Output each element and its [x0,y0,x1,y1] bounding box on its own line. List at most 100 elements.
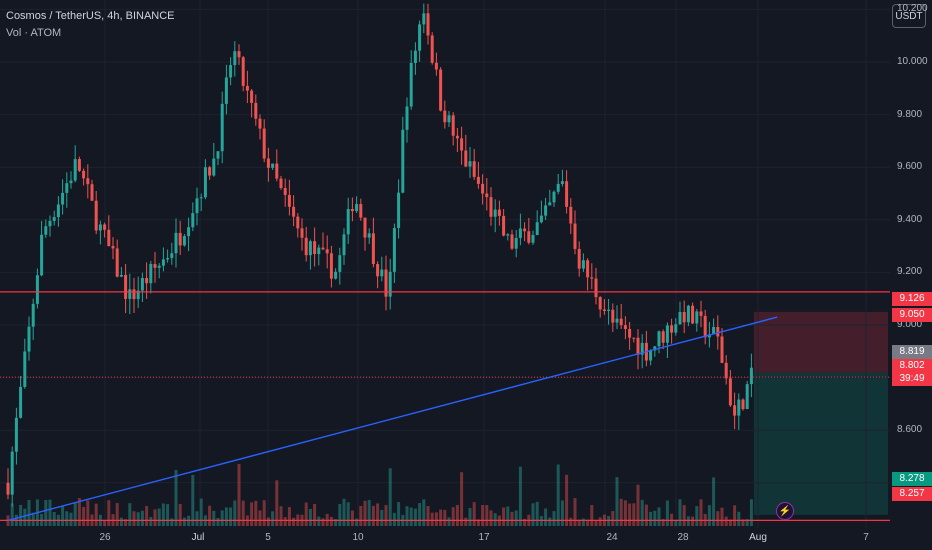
volume-indicator-label[interactable]: Vol · ATOM [6,27,62,39]
last-price-value: 8.802 [899,360,925,371]
candle [107,215,111,247]
candle [266,147,270,182]
volume-bar [548,517,552,526]
volume-bar [691,516,695,526]
candle [510,229,514,250]
volume-bar [741,519,745,526]
candle [61,179,65,215]
volume-bar [644,504,648,526]
volume-bar [346,502,350,526]
candle [73,145,77,183]
candle [31,298,35,340]
candle [153,251,157,283]
candle [502,209,506,237]
volume-bar [577,519,581,526]
volume-bar [737,511,741,526]
volume-bar [707,505,711,526]
candle [98,220,102,245]
volume-bar [65,511,69,526]
candle [56,196,60,227]
candle [615,305,619,330]
currency-button[interactable]: USDT [892,4,926,28]
candle [258,114,262,140]
volume-bar [493,513,497,526]
volume-bar [19,504,23,526]
candle [594,267,598,305]
volume-bar [590,504,594,526]
volume-bar [287,507,291,526]
price-tick-label: 8.600 [897,424,923,436]
candle [329,245,333,288]
volume-bar [661,519,665,526]
volume-bar [308,508,312,526]
candle [632,337,636,343]
candle [338,247,342,285]
candle [586,258,590,291]
candle [493,199,497,233]
lightning-bolt-icon[interactable]: ⚡ [776,502,794,520]
stop-price-badge: 9.050 [892,308,932,322]
volume-bar [380,509,384,526]
candle [443,100,447,129]
volume-bar [594,519,598,526]
volume-bar [489,510,493,526]
candle [476,161,480,189]
volume-bar [388,468,392,526]
candle [304,226,308,262]
volume-bar [745,519,749,526]
volume-bar [292,517,296,526]
candle [241,55,245,92]
volume-bar [376,503,380,526]
volume-bar [216,517,220,526]
candle [565,170,569,214]
candle [691,302,695,324]
candle [472,148,476,180]
candle [581,253,585,272]
time-tick-label: 10 [352,532,364,543]
candle [367,228,371,244]
candle [128,273,132,314]
candle [334,268,338,280]
volume-bar [426,506,430,526]
candle [464,134,468,168]
volume-bar [485,505,489,526]
volume-bar [611,511,615,526]
candle [644,330,648,367]
candle [6,468,10,500]
candle [90,179,94,201]
candle [518,213,522,246]
candle [203,159,207,200]
volume-bar [23,508,27,526]
candle [124,264,128,314]
time-tick-label: Jul [191,532,205,543]
volume-bar [405,506,409,526]
candle [724,355,728,385]
candle [187,217,191,252]
candle [649,349,653,366]
volume-bar [649,511,653,526]
candle [77,156,81,173]
volume-bar [182,517,186,526]
volume-bar [447,517,451,526]
volume-bar [212,510,216,526]
candle [733,392,737,430]
volume-bar [170,518,174,526]
candle [170,242,174,265]
bid-price-badge: 8.819 [892,345,932,359]
volume-bar [686,516,690,526]
candle [720,328,724,364]
candle [166,249,170,263]
volume-bar [334,519,338,526]
price-tick-label: 9.600 [897,161,923,173]
volume-bar [191,474,195,526]
time-tick-label: 28 [677,532,689,543]
candle [455,127,459,153]
candle [506,233,510,241]
candle [527,217,531,245]
symbol-title[interactable]: Cosmos / TetherUS, 4h, BINANCE [6,10,175,22]
volume-bar [178,504,182,526]
volume-bar [510,511,514,526]
candlesticks [6,3,753,507]
candle [371,217,375,268]
